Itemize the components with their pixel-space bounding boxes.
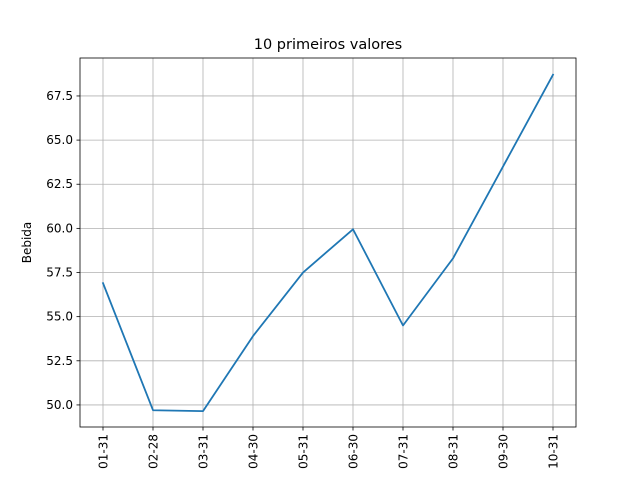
grid-layer — [80, 58, 576, 427]
x-tick-label: 01-31 — [97, 434, 111, 469]
tick-layer: 50.0 52.5 55.0 57.5 60.0 62.5 65.0 67.5 01-31 02-… — [46, 89, 560, 469]
y-tick-label: 60.0 — [46, 221, 73, 235]
x-tick-label: 05-31 — [297, 434, 311, 469]
x-tick-label: 02-28 — [147, 434, 161, 469]
y-tick-label: 55.0 — [46, 310, 73, 324]
series-layer — [101, 73, 555, 413]
x-tick-label: 09-30 — [497, 434, 511, 469]
y-tick-label: 50.0 — [46, 398, 73, 412]
series-line — [101, 73, 555, 413]
x-tick-label: 07-31 — [397, 434, 411, 469]
y-tick-label: 67.5 — [46, 89, 73, 103]
x-tick-label: 04-30 — [247, 434, 261, 469]
x-tick-label: 03-31 — [197, 434, 211, 469]
x-tick-label: 08-31 — [447, 434, 461, 469]
y-tick-label: 57.5 — [46, 266, 73, 280]
y-axis-label: Bebida — [20, 222, 34, 264]
x-tick-label: 06-30 — [347, 434, 361, 469]
chart-title: 10 primeiros valores — [254, 37, 403, 53]
x-tick-label: 10-31 — [547, 434, 561, 469]
plot-frame — [79, 57, 577, 428]
y-tick-label: 65.0 — [46, 133, 73, 147]
y-tick-label: 52.5 — [46, 354, 73, 368]
y-tick-label: 62.5 — [46, 177, 73, 191]
